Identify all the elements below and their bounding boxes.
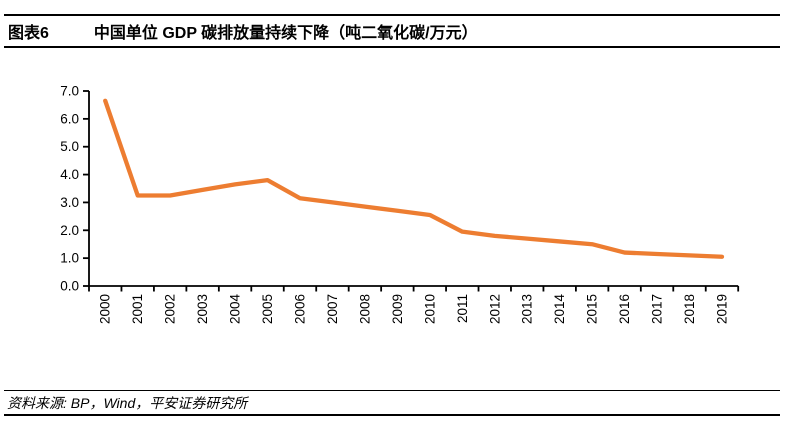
header-bottom-rule: [4, 45, 780, 49]
x-axis-label: 2013: [520, 294, 535, 324]
series-line: [103, 98, 725, 259]
x-axis-label: 2000: [98, 294, 113, 324]
x-axis-label: 2016: [617, 294, 632, 324]
y-axis-label: 1.0: [60, 251, 79, 266]
x-axis-label: 2008: [357, 294, 372, 324]
x-axis-label: 2011: [455, 294, 470, 323]
y-axis-label: 6.0: [60, 111, 79, 126]
x-axis-label: 2017: [650, 294, 665, 324]
figure-header: 图表6 中国单位 GDP 碳排放量持续下降（吨二氧化碳/万元）: [8, 19, 478, 43]
x-axis-label: 2007: [325, 294, 340, 324]
x-axis-label: 2004: [228, 294, 243, 325]
x-axis-label: 2009: [390, 294, 405, 324]
y-axis-label: 2.0: [60, 223, 79, 238]
x-axis-label: 2006: [292, 294, 307, 324]
x-axis-label: 2019: [714, 294, 729, 324]
figure-title: 中国单位 GDP 碳排放量持续下降（吨二氧化碳/万元）: [93, 25, 478, 42]
x-axis-label: 2014: [552, 294, 567, 325]
x-axis-label: 2012: [487, 294, 502, 324]
y-axis-label: 4.0: [60, 167, 79, 182]
footer-bottom-rule: [4, 414, 780, 416]
x-axis-label: 2005: [260, 294, 275, 324]
x-axis-label: 2003: [195, 294, 210, 324]
x-axis-label: 2001: [130, 294, 145, 324]
y-axis-label: 7.0: [60, 84, 79, 99]
y-axis-label: 5.0: [60, 139, 79, 154]
y-axis-label: 0.0: [60, 279, 79, 294]
y-axis-label: 3.0: [60, 195, 79, 210]
header-top-rule: [4, 14, 780, 16]
x-axis-label: 2015: [585, 294, 600, 324]
source-note: 资料来源: BP，Wind，平安证券研究所: [7, 395, 248, 411]
figure-label: 图表6: [8, 25, 49, 42]
x-axis-label: 2010: [422, 294, 437, 324]
x-axis-label: 2018: [682, 294, 697, 324]
footer-top-rule: [4, 389, 780, 391]
x-axis-label: 2002: [163, 294, 178, 324]
